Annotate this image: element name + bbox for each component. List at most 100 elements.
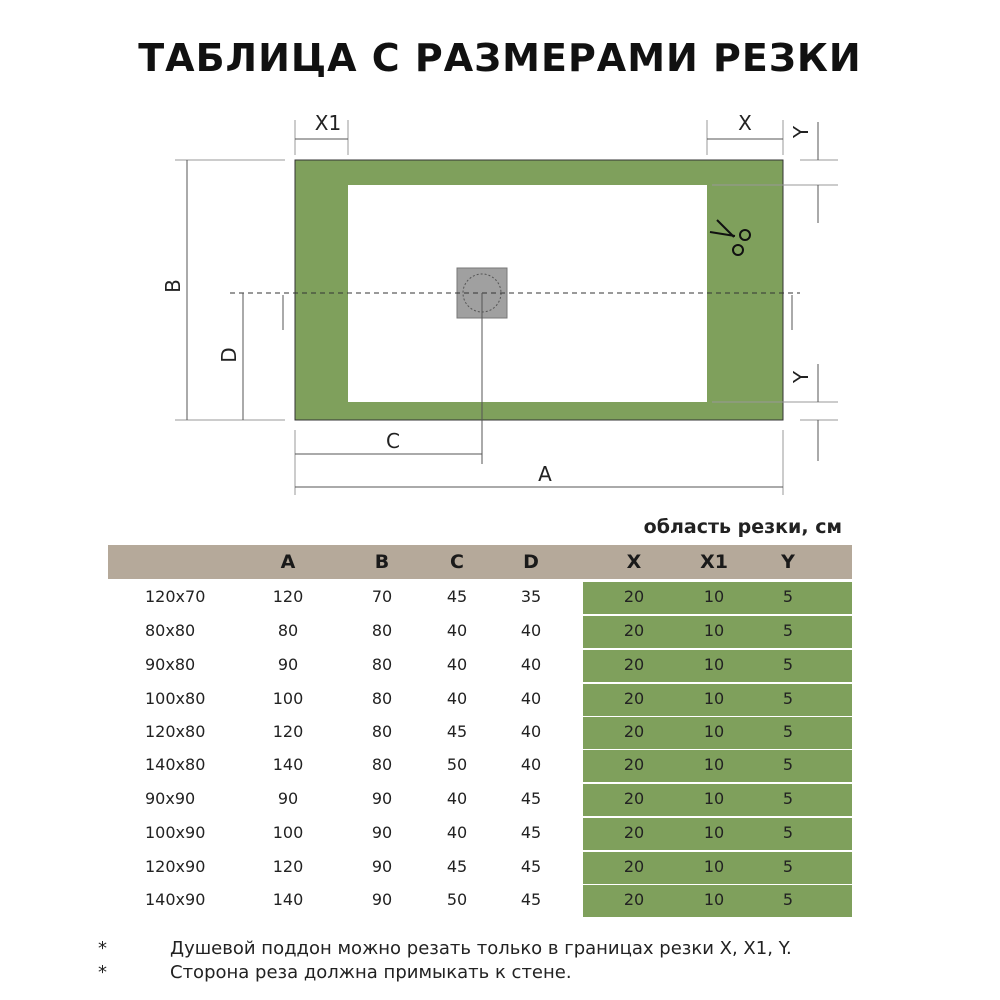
cell-a: 90: [277, 655, 299, 674]
cell-a: 140: [272, 755, 304, 774]
size-label: 90x80: [145, 655, 196, 674]
size-label: 90x90: [145, 789, 196, 808]
cell-b: 80: [371, 755, 393, 774]
cell-c: 40: [446, 621, 468, 640]
cell-y: 5: [782, 587, 794, 606]
column-header-c: C: [450, 551, 464, 573]
cell-x: 20: [623, 755, 645, 774]
cut-cell-band: [583, 717, 852, 749]
cell-x1: 10: [703, 789, 725, 808]
label-c: C: [386, 429, 400, 453]
cell-d: 40: [520, 755, 542, 774]
cut-cell-band: [583, 684, 852, 716]
cell-x1: 10: [703, 890, 725, 909]
column-header-x: X: [626, 551, 642, 573]
note-marker: *: [98, 938, 107, 959]
cell-b: 90: [371, 789, 393, 808]
table-row: 140x80 140 80 50 40 20 10 5: [0, 750, 1000, 780]
note-text: Душевой поддон можно резать только в гра…: [170, 938, 792, 959]
cell-a: 120: [272, 722, 304, 741]
cut-cell-band: [583, 650, 852, 682]
table-row: 80x80 80 80 40 40 20 10 5: [0, 616, 1000, 646]
cell-d: 45: [520, 789, 542, 808]
column-header-y: Y: [781, 551, 795, 573]
cell-x1: 10: [703, 655, 725, 674]
cut-cell-band: [583, 582, 852, 614]
note-text: Сторона реза должна примыкать к стене.: [170, 962, 572, 983]
table-row: 100x90 100 90 40 45 20 10 5: [0, 818, 1000, 848]
cut-cell-band: [583, 784, 852, 816]
cell-x: 20: [623, 890, 645, 909]
cell-b: 90: [371, 823, 393, 842]
cell-b: 80: [371, 689, 393, 708]
cell-c: 45: [446, 587, 468, 606]
column-header-x1: X1: [700, 551, 728, 573]
cell-c: 40: [446, 789, 468, 808]
cell-y: 5: [782, 689, 794, 708]
cell-a: 80: [277, 621, 299, 640]
table-row: 140x90 140 90 50 45 20 10 5: [0, 885, 1000, 915]
cell-c: 40: [446, 689, 468, 708]
cell-x: 20: [623, 823, 645, 842]
cell-y: 5: [782, 722, 794, 741]
cell-x1: 10: [703, 621, 725, 640]
cut-diagram: X1 X Y Y B D C A: [161, 111, 838, 495]
label-a: A: [538, 462, 552, 486]
scissors-icon: [709, 219, 751, 256]
cell-y: 5: [782, 755, 794, 774]
cell-c: 40: [446, 823, 468, 842]
cell-x1: 10: [703, 823, 725, 842]
cell-x: 20: [623, 655, 645, 674]
label-y-top: Y: [789, 125, 813, 139]
cut-cell-band: [583, 750, 852, 782]
table-row: 120x70 120 70 45 35 20 10 5: [0, 582, 1000, 612]
cell-b: 90: [371, 857, 393, 876]
size-label: 120x80: [145, 722, 206, 741]
cell-b: 80: [371, 722, 393, 741]
cell-d: 40: [520, 655, 542, 674]
cell-x: 20: [623, 587, 645, 606]
table-row: 90x80 90 80 40 40 20 10 5: [0, 650, 1000, 680]
cell-d: 35: [520, 587, 542, 606]
label-x1: X1: [315, 111, 341, 135]
cell-b: 70: [371, 587, 393, 606]
cell-c: 45: [446, 857, 468, 876]
table-caption: область резки, см: [643, 516, 842, 538]
cell-a: 100: [272, 689, 304, 708]
column-header-a: A: [280, 551, 296, 573]
cell-a: 120: [272, 587, 304, 606]
cell-a: 90: [277, 789, 299, 808]
cell-d: 40: [520, 722, 542, 741]
column-header-b: B: [374, 551, 390, 573]
size-label: 120x90: [145, 857, 206, 876]
cut-cell-band: [583, 818, 852, 850]
column-header-d: D: [523, 551, 539, 573]
table-row: 100x80 100 80 40 40 20 10 5: [0, 684, 1000, 714]
size-label: 140x80: [145, 755, 206, 774]
cell-x: 20: [623, 621, 645, 640]
label-x: X: [738, 111, 752, 135]
label-d: D: [217, 347, 241, 362]
cell-d: 45: [520, 890, 542, 909]
cell-a: 140: [272, 890, 304, 909]
cell-a: 100: [272, 823, 304, 842]
cell-b: 80: [371, 621, 393, 640]
label-y-bottom: Y: [789, 370, 813, 384]
label-b: B: [161, 279, 185, 293]
cell-y: 5: [782, 857, 794, 876]
cell-x1: 10: [703, 857, 725, 876]
cell-c: 45: [446, 722, 468, 741]
table-row: 90x90 90 90 40 45 20 10 5: [0, 784, 1000, 814]
cell-y: 5: [782, 890, 794, 909]
size-label: 100x90: [145, 823, 206, 842]
cell-x: 20: [623, 722, 645, 741]
note: * Сторона реза должна примыкать к стене.: [98, 962, 572, 983]
cell-y: 5: [782, 789, 794, 808]
table-header: A B C D X X1 Y: [108, 545, 852, 579]
cell-d: 45: [520, 823, 542, 842]
size-label: 80x80: [145, 621, 196, 640]
cell-x: 20: [623, 857, 645, 876]
cell-d: 40: [520, 689, 542, 708]
page-title: ТАБЛИЦА С РАЗМЕРАМИ РЕЗКИ: [138, 36, 862, 80]
cell-x1: 10: [703, 587, 725, 606]
